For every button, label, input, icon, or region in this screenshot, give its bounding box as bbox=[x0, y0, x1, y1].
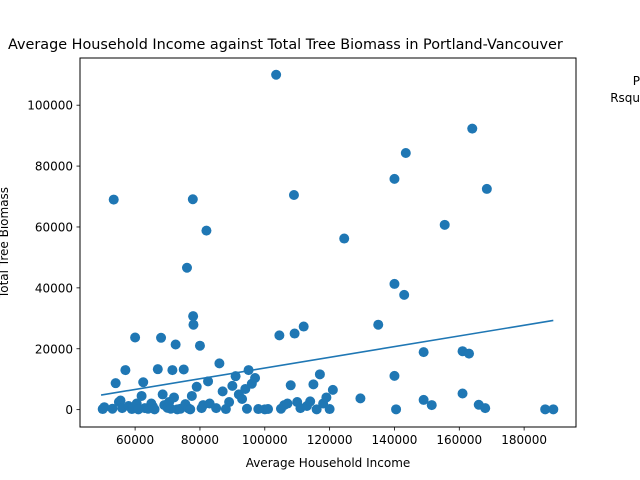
y-tick-label: 100000 bbox=[27, 99, 73, 113]
data-point bbox=[314, 369, 325, 380]
data-point bbox=[241, 403, 252, 414]
x-tick-label: 140000 bbox=[372, 433, 418, 447]
data-point bbox=[108, 194, 119, 205]
data-point bbox=[120, 365, 131, 376]
data-point bbox=[170, 339, 181, 350]
data-point bbox=[439, 219, 450, 230]
data-point bbox=[399, 289, 410, 300]
data-point bbox=[389, 173, 400, 184]
data-point bbox=[186, 390, 197, 401]
data-point bbox=[107, 403, 118, 414]
data-point bbox=[288, 190, 299, 201]
data-point bbox=[418, 347, 429, 358]
data-point bbox=[274, 330, 285, 341]
data-point bbox=[217, 386, 228, 397]
data-point bbox=[308, 379, 319, 390]
data-point bbox=[149, 404, 160, 415]
data-point bbox=[355, 393, 366, 404]
y-tick-label: 80000 bbox=[35, 160, 73, 174]
data-point bbox=[282, 398, 293, 409]
data-point bbox=[373, 319, 384, 330]
y-tick-label: 40000 bbox=[35, 281, 73, 295]
data-point bbox=[201, 225, 212, 236]
y-tick-label: 0 bbox=[65, 403, 73, 417]
data-point bbox=[136, 390, 147, 401]
data-point bbox=[191, 381, 202, 392]
data-point bbox=[187, 194, 198, 205]
annotation-line-2: Rsqu bbox=[610, 91, 640, 105]
data-point bbox=[389, 278, 400, 289]
data-point bbox=[464, 348, 475, 359]
chart-title: Average Household Income against Total T… bbox=[8, 37, 563, 53]
data-point bbox=[181, 262, 192, 273]
data-point bbox=[227, 380, 238, 391]
data-point bbox=[481, 183, 492, 194]
x-axis-label: Average Household Income bbox=[246, 456, 411, 470]
data-point bbox=[250, 372, 261, 383]
data-point bbox=[188, 311, 199, 322]
data-point bbox=[194, 340, 205, 351]
data-point bbox=[389, 370, 400, 381]
data-point bbox=[271, 69, 282, 80]
data-point bbox=[110, 378, 121, 389]
data-point bbox=[188, 319, 199, 330]
data-point bbox=[311, 404, 322, 415]
data-point bbox=[263, 404, 274, 415]
annotation-line-1: P bbox=[633, 74, 640, 88]
data-point bbox=[457, 388, 468, 399]
x-tick-label: 60000 bbox=[116, 433, 154, 447]
x-tick-label: 120000 bbox=[307, 433, 353, 447]
data-point bbox=[185, 404, 196, 415]
data-point bbox=[203, 376, 214, 387]
x-tick-label: 80000 bbox=[181, 433, 219, 447]
data-point bbox=[224, 397, 235, 408]
data-point bbox=[339, 233, 350, 244]
data-point bbox=[152, 364, 163, 375]
data-point bbox=[99, 402, 110, 413]
data-point bbox=[289, 328, 300, 339]
data-point bbox=[324, 404, 335, 415]
data-point bbox=[400, 147, 411, 158]
data-point bbox=[237, 393, 248, 404]
x-tick-label: 180000 bbox=[501, 433, 547, 447]
data-point bbox=[169, 392, 180, 403]
x-tick-label: 160000 bbox=[436, 433, 482, 447]
data-point bbox=[426, 400, 437, 411]
data-point bbox=[327, 384, 338, 395]
data-point bbox=[321, 392, 332, 403]
y-axis-label: Total Tree Biomass bbox=[0, 187, 11, 299]
data-point bbox=[305, 396, 316, 407]
data-point bbox=[115, 395, 126, 406]
data-point bbox=[391, 404, 402, 415]
data-point bbox=[540, 404, 551, 415]
x-tick-label: 100000 bbox=[242, 433, 288, 447]
data-point bbox=[130, 332, 141, 343]
data-point bbox=[156, 332, 167, 343]
data-point bbox=[178, 364, 189, 375]
regression-line bbox=[100, 319, 554, 396]
data-point bbox=[157, 389, 168, 400]
data-point bbox=[167, 365, 178, 376]
data-point bbox=[418, 394, 429, 405]
data-point bbox=[285, 380, 296, 391]
y-tick-label: 60000 bbox=[35, 220, 73, 234]
y-tick-label: 20000 bbox=[35, 342, 73, 356]
plot-frame bbox=[79, 57, 577, 428]
data-point bbox=[214, 358, 225, 369]
data-point bbox=[548, 404, 559, 415]
data-point bbox=[298, 321, 309, 332]
data-point bbox=[480, 403, 491, 414]
data-point bbox=[467, 123, 478, 134]
data-point bbox=[138, 377, 149, 388]
data-point bbox=[211, 403, 222, 414]
